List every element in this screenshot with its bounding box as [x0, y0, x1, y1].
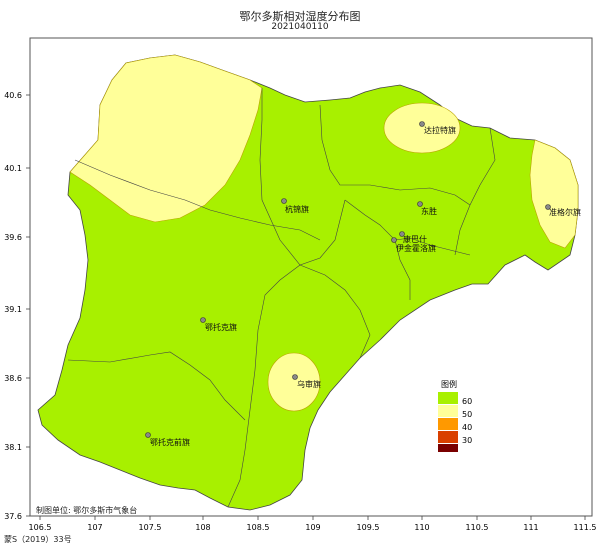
x-tick-label: 111.5 — [574, 523, 597, 532]
x-tick-label: 107 — [87, 523, 102, 532]
y-tick-label: 38.1 — [4, 443, 22, 452]
y-tick-label: 38.6 — [4, 374, 22, 383]
city-label-dongsheng: 东胜 — [421, 206, 437, 216]
x-tick-label: 108 — [195, 523, 210, 532]
humidity-50-zone-zhungeer — [529, 139, 579, 249]
y-tick-label: 37.6 — [4, 512, 22, 521]
x-tick-label: 107.5 — [139, 523, 162, 532]
x-tick-label: 106.5 — [29, 523, 52, 532]
legend-label-50: 50 — [462, 410, 472, 419]
y-tick-label: 40.1 — [4, 164, 22, 173]
legend-label-60: 60 — [462, 397, 472, 406]
humidity-50-zone-dalate — [383, 102, 461, 154]
humidity-50-zone-northwest — [69, 54, 263, 223]
x-axis: 106.5 107 107.5 108 108.5 109 109.5 110 110.5 111… — [29, 516, 597, 532]
city-label-yijinhuoluo: 伊金霍洛旗 — [396, 243, 436, 253]
city-marker-yijinhuoluo — [391, 237, 397, 243]
humidity-50-zone-wushen — [267, 352, 321, 412]
y-axis: 40.6 40.1 39.6 39.1 38.6 38.1 37.6 — [4, 91, 30, 521]
x-tick-label: 110 — [414, 523, 429, 532]
city-marker-dongsheng — [417, 201, 423, 207]
city-label-etuoke: 鄂托克旗 — [205, 322, 237, 332]
city-marker-kangbashi — [399, 231, 405, 237]
city-marker-wushen — [292, 374, 298, 380]
y-tick-label: 39.6 — [4, 233, 22, 242]
city-label-wushen: 乌审旗 — [297, 379, 321, 389]
city-marker-dalate — [419, 121, 425, 127]
legend-label-30: 30 — [462, 436, 472, 445]
legend-title: 图例 — [441, 379, 457, 389]
legend-swatch-below-30 — [438, 444, 458, 452]
city-label-hangjin: 杭锦旗 — [285, 204, 309, 214]
x-tick-label: 109.5 — [357, 523, 380, 532]
city-label-kangbashi: 康巴什 — [403, 234, 427, 244]
map-permit: 蒙S（2019）33号 — [4, 535, 72, 544]
legend-swatch-60 — [438, 392, 458, 404]
y-tick-label: 40.6 — [4, 91, 22, 100]
legend-swatch-30 — [438, 431, 458, 443]
map-title: 鄂尔多斯相对湿度分布图 — [239, 10, 361, 23]
city-label-zhungeer: 准格尔旗 — [549, 207, 581, 217]
x-tick-label: 108.5 — [247, 523, 270, 532]
map-credit: 制图单位: 鄂尔多斯市气象台 — [36, 506, 138, 515]
legend: 图例 60 50 40 30 — [438, 379, 472, 452]
y-tick-label: 39.1 — [4, 305, 22, 314]
city-label-etuokeqian: 鄂托克前旗 — [150, 437, 190, 447]
city-label-dalate: 达拉特旗 — [424, 125, 456, 135]
x-tick-label: 109 — [305, 523, 320, 532]
legend-label-40: 40 — [462, 423, 472, 432]
city-marker-zhungeer — [545, 204, 551, 210]
legend-swatch-40 — [438, 418, 458, 430]
map-date: 2021040110 — [271, 22, 329, 32]
legend-swatch-50 — [438, 405, 458, 417]
city-marker-etuokeqian — [145, 432, 151, 438]
city-marker-etuoke — [200, 317, 206, 323]
city-marker-hangjin — [281, 198, 287, 204]
x-tick-label: 110.5 — [466, 523, 489, 532]
x-tick-label: 111 — [523, 523, 538, 532]
